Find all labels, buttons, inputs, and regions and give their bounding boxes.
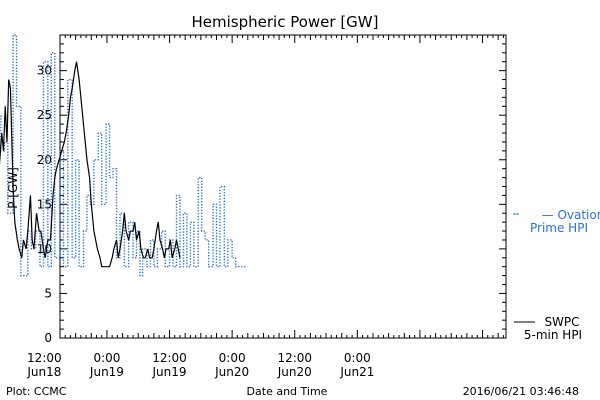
x-tick-date-label: Jun19	[89, 365, 124, 379]
legend-entry-ovation-line2: Prime HPI	[530, 221, 588, 235]
x-tick-date-label: Jun20	[277, 365, 312, 379]
x-axis: 12:00Jun180:00Jun1912:00Jun190:00Jun2012…	[26, 35, 504, 379]
y-tick-label: 20	[37, 153, 52, 167]
legend-entry-swpc: SWPC	[544, 315, 579, 329]
x-tick-label: 12:00	[152, 351, 187, 365]
series-line	[0, 61, 181, 268]
x-tick-label: 12:00	[27, 351, 62, 365]
y-tick-label: 0	[44, 331, 52, 345]
plot-area	[59, 34, 507, 339]
x-axis-label: Date and Time	[247, 385, 328, 398]
chart-title: Hemispheric Power [GW]	[192, 13, 379, 31]
x-tick-label: 0:00	[344, 351, 371, 365]
legend-entry-ovation: — Ovation	[542, 208, 600, 222]
legend-entry-swpc-line2: 5-min HPI	[524, 328, 582, 342]
x-tick-label: 0:00	[219, 351, 246, 365]
x-tick-date-label: Jun21	[339, 365, 374, 379]
series-layer	[0, 34, 246, 277]
x-tick-label: 12:00	[277, 351, 312, 365]
y-tick-label: 15	[37, 197, 52, 211]
y-tick-label: 25	[37, 108, 52, 122]
y-tick-label: 30	[37, 64, 52, 78]
plot-frame	[59, 34, 507, 339]
y-tick-label: 5	[44, 286, 52, 300]
plot-timestamp: 2016/06/21 03:46:48	[463, 385, 579, 398]
x-tick-date-label: Jun20	[214, 365, 249, 379]
x-tick-date-label: Jun18	[26, 365, 61, 379]
x-tick-label: 0:00	[93, 351, 120, 365]
x-tick-date-label: Jun19	[152, 365, 187, 379]
plot-credit: Plot: CCMC	[6, 385, 67, 398]
